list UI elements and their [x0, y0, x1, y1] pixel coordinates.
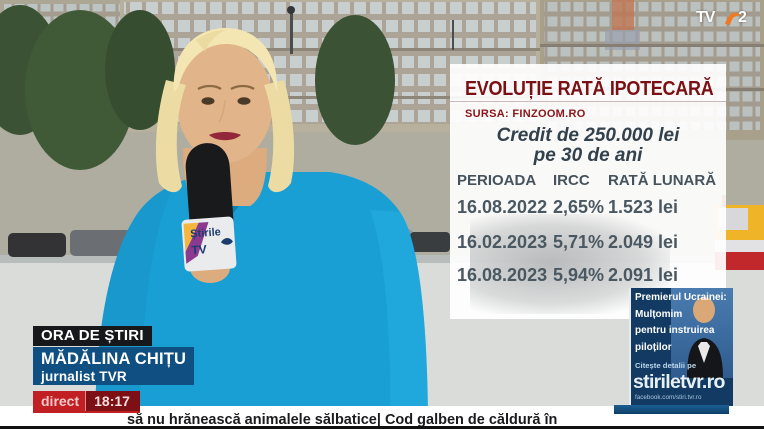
svg-text:Știrile: Știrile — [190, 226, 221, 240]
svg-text:2: 2 — [738, 9, 747, 26]
svg-text:TV: TV — [696, 9, 716, 26]
svg-text:TV: TV — [191, 242, 207, 257]
